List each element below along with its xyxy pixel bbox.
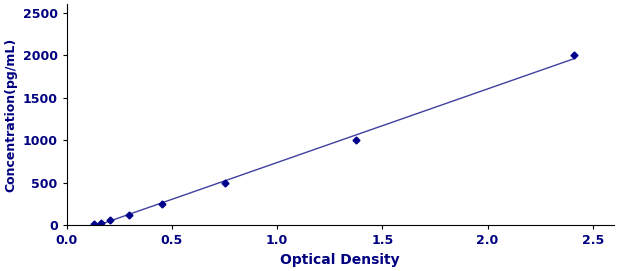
Y-axis label: Concentration(pg/mL): Concentration(pg/mL)	[4, 38, 17, 192]
X-axis label: Optical Density: Optical Density	[281, 253, 400, 267]
